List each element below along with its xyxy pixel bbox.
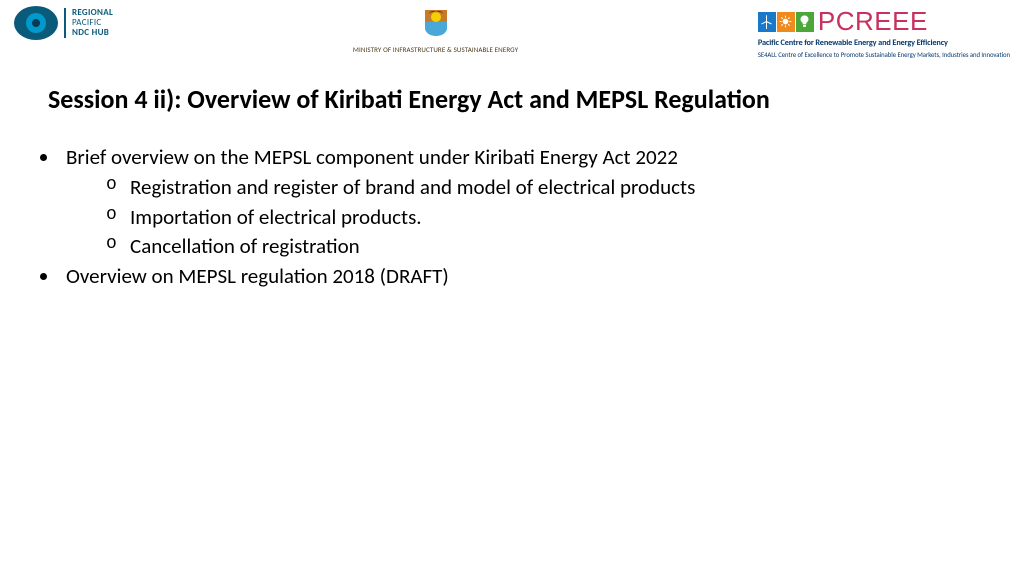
bullet-item: Brief overview on the MEPSL component un… (60, 143, 1024, 262)
sub-bullet-text: Cancellation of registration (130, 233, 360, 259)
logo-pcreee: PCREEE Pacific Centre for Renewable Ener… (758, 6, 1010, 59)
ndc-line3: NDC HUB (72, 28, 113, 38)
ndc-hub-icon (14, 6, 58, 40)
slide: REGIONAL PACIFIC NDC HUB MINISTRY OF INF… (0, 0, 1024, 576)
sub-bullet-item: Importation of electrical products. (106, 203, 1024, 233)
pcreee-subtitle2: SE4ALL Centre of Excellence to Promote S… (758, 51, 1010, 59)
pcreee-name: PCREEE (818, 6, 928, 37)
logo-ndc-hub: REGIONAL PACIFIC NDC HUB (14, 6, 113, 40)
pcreee-icons (758, 12, 814, 32)
wind-turbine-icon (758, 12, 776, 32)
ministry-crest-icon (422, 10, 450, 42)
bullet-text: Overview on MEPSL regulation 2018 (DRAFT… (66, 263, 449, 289)
sub-bullet-text: Importation of electrical products. (130, 204, 422, 230)
sub-bullet-item: Cancellation of registration (106, 232, 1024, 262)
bullet-text: Brief overview on the MEPSL component un… (66, 144, 678, 170)
slide-content: Brief overview on the MEPSL component un… (36, 143, 1024, 292)
bulb-icon (796, 12, 814, 32)
ministry-label: MINISTRY OF INFRASTRUCTURE & SUSTAINABLE… (353, 45, 518, 54)
sun-icon (777, 12, 795, 32)
pcreee-subtitle1: Pacific Centre for Renewable Energy and … (758, 38, 1010, 48)
ndc-hub-label: REGIONAL PACIFIC NDC HUB (64, 8, 113, 38)
logo-ministry: MINISTRY OF INFRASTRUCTURE & SUSTAINABLE… (353, 6, 518, 54)
sub-bullet-item: Registration and register of brand and m… (106, 173, 1024, 203)
header-logos: REGIONAL PACIFIC NDC HUB MINISTRY OF INF… (0, 0, 1024, 59)
slide-title: Session 4 ii): Overview of Kiribati Ener… (48, 83, 1024, 115)
bullet-item: Overview on MEPSL regulation 2018 (DRAFT… (60, 262, 1024, 292)
sub-bullet-text: Registration and register of brand and m… (130, 174, 695, 200)
